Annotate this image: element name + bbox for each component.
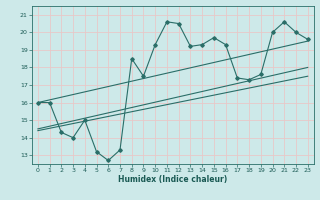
X-axis label: Humidex (Indice chaleur): Humidex (Indice chaleur) bbox=[118, 175, 228, 184]
